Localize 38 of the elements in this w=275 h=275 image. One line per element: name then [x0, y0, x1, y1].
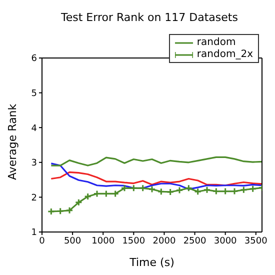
- x-tick-label: 500: [64, 236, 82, 246]
- y-axis-title: Average Rank: [6, 103, 19, 180]
- x-axis-title: Time (s): [128, 256, 174, 269]
- line-series: [50, 171, 262, 186]
- point: [74, 198, 82, 206]
- y-tick-label: 4: [31, 124, 38, 134]
- line-series: [50, 156, 262, 166]
- chart-title: Test Error Rank on 117 Datasets: [60, 11, 238, 24]
- point: [56, 207, 64, 215]
- point: [176, 186, 184, 194]
- point: [157, 188, 165, 196]
- point: [194, 188, 202, 196]
- x-tick-label: 2500: [183, 236, 207, 246]
- point: [249, 185, 257, 193]
- point: [240, 186, 248, 194]
- point: [184, 184, 192, 192]
- point: [139, 184, 147, 192]
- x-tick-label: 2000: [152, 236, 176, 246]
- point: [130, 184, 138, 192]
- point: [166, 188, 174, 196]
- x-tick-label: 3500: [244, 236, 268, 246]
- x-tick-label: 0: [39, 236, 46, 246]
- point: [84, 192, 92, 200]
- y-tick-label: 3: [31, 158, 37, 169]
- y-tick-label: 1: [31, 228, 37, 238]
- y-tick-label: 6: [31, 54, 38, 64]
- point: [148, 185, 156, 193]
- line-series: [50, 162, 262, 190]
- x-tick-label: 1500: [122, 236, 146, 246]
- legend-label: random: [196, 37, 236, 48]
- point: [120, 184, 128, 192]
- x-tick-label: 1000: [92, 236, 115, 246]
- y-tick-label: 2: [31, 193, 37, 204]
- point: [203, 186, 211, 194]
- x-tick-label: 3000: [214, 236, 238, 246]
- point: [66, 206, 74, 214]
- legend-label: random_2x: [196, 49, 253, 60]
- y-tick-label: 5: [31, 88, 37, 99]
